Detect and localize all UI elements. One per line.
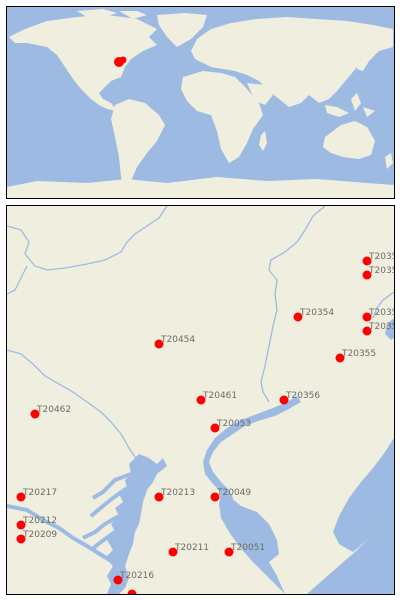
station-marker-t20356[interactable]: T20356 (279, 391, 321, 405)
potomac-river (7, 504, 115, 564)
africa-landmass (181, 71, 263, 163)
station-label: T20357 (368, 322, 394, 332)
detail-station-map[interactable]: T20353 T20352 T20354 T20358 T20357 T20355 T204… (6, 205, 395, 595)
station-marker-t20454[interactable]: T20454 (154, 335, 196, 349)
greenland-landmass (157, 13, 207, 47)
chesapeake-upper-branches (82, 472, 132, 552)
station-dot[interactable] (16, 534, 26, 544)
station-dot[interactable] (210, 492, 220, 502)
station-marker-t20461[interactable]: T20461 (196, 391, 238, 405)
chesapeake-bay (105, 454, 167, 594)
station-dot[interactable] (293, 312, 303, 322)
station-label: T20355 (341, 349, 376, 359)
station-label: T20352 (368, 266, 394, 276)
station-marker-t20216[interactable]: T20216 (113, 571, 155, 585)
station-marker-t20357[interactable]: T20357 (362, 322, 395, 336)
station-label: T20454 (160, 335, 195, 345)
station-dot[interactable] (224, 547, 234, 557)
station-marker-t20211[interactable]: T20211 (168, 543, 210, 557)
station-dot-partial[interactable] (127, 589, 137, 595)
north-america-landmass (9, 15, 157, 111)
station-label: T20356 (285, 391, 320, 401)
new-zealand-landmass (385, 153, 393, 169)
world-map-svg (7, 7, 394, 198)
station-marker-t20212[interactable]: T20212 (16, 516, 58, 530)
atlantic-ocean (333, 438, 394, 552)
detail-map-svg: T20353 T20352 T20354 T20358 T20357 T20355 T204… (7, 206, 394, 594)
ny-harbor (385, 318, 394, 340)
station-marker-t20462[interactable]: T20462 (30, 405, 72, 419)
station-dot[interactable] (113, 575, 123, 585)
station-dot[interactable] (362, 326, 372, 336)
station-dot[interactable] (362, 312, 372, 322)
japan-landmass (357, 53, 369, 71)
station-dot[interactable] (362, 256, 372, 266)
station-marker-t20049[interactable]: T20049 (210, 488, 252, 502)
delaware-lower-bay (229, 496, 279, 562)
station-marker-t20213[interactable]: T20213 (154, 488, 196, 502)
station-dot[interactable] (154, 339, 164, 349)
station-label: T20217 (22, 488, 57, 498)
station-label: T20049 (216, 488, 251, 498)
station-label: T20209 (22, 530, 57, 540)
lehigh-river (260, 206, 326, 403)
station-label: T20053 (216, 419, 251, 429)
station-label: T20358 (368, 308, 394, 318)
station-label: T20462 (36, 405, 71, 415)
station-dot[interactable] (168, 547, 178, 557)
station-dot[interactable] (279, 395, 289, 405)
station-label: T20216 (119, 571, 154, 581)
station-label: T20354 (299, 308, 334, 318)
station-label: T20212 (22, 516, 57, 526)
station-marker-t20053[interactable]: T20053 (210, 419, 252, 433)
madagascar-landmass (259, 131, 267, 151)
station-label: T20461 (202, 391, 237, 401)
juniata-river (7, 265, 28, 295)
station-label: T20353 (368, 252, 394, 262)
australia-landmass (323, 121, 375, 159)
station-marker-t20353[interactable]: T20353 (362, 252, 395, 266)
station-label: T20211 (174, 543, 209, 553)
station-dot[interactable] (196, 395, 206, 405)
southeast-asia-islands (325, 93, 375, 117)
antarctica-landmass (7, 177, 394, 198)
station-dot[interactable] (30, 409, 40, 419)
susquehanna-river (7, 206, 168, 271)
west-branch-river (7, 349, 138, 461)
station-marker-t20352[interactable]: T20352 (362, 266, 395, 280)
station-marker-t20358[interactable]: T20358 (362, 308, 395, 322)
station-layer: T20353 T20352 T20354 T20358 T20357 T20355 T204… (16, 252, 395, 595)
station-dot[interactable] (16, 492, 26, 502)
world-overview-map[interactable] (6, 6, 395, 199)
station-marker-t20355[interactable]: T20355 (335, 349, 377, 363)
station-dot[interactable] (362, 270, 372, 280)
station-dot[interactable] (16, 520, 26, 530)
eurasia-landmass (191, 17, 393, 107)
station-marker-t20354[interactable]: T20354 (293, 308, 335, 322)
arabia-landmass (247, 83, 273, 105)
arctic-islands (77, 9, 147, 19)
station-label: T20051 (230, 543, 265, 553)
station-dot[interactable] (335, 353, 345, 363)
station-marker-t20051[interactable]: T20051 (224, 543, 266, 557)
delaware-upper-river (372, 291, 394, 319)
region-highlight-marker[interactable] (119, 56, 127, 64)
station-dot[interactable] (210, 423, 220, 433)
station-marker-t20217[interactable]: T20217 (16, 488, 58, 502)
station-label: T20213 (160, 488, 195, 498)
station-dot[interactable] (154, 492, 164, 502)
south-america-landmass (111, 99, 165, 189)
station-marker-t20209[interactable]: T20209 (16, 530, 58, 544)
